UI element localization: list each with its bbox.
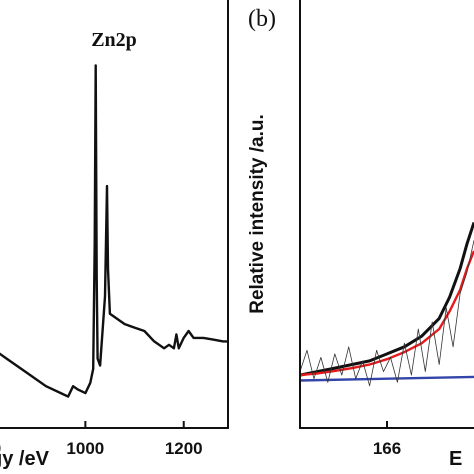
panel-b-series-line-3 (299, 240, 474, 387)
panel-a-x-tick-label: 1000 (66, 439, 104, 458)
panel-b-y-axis-label: Relative intensity /a.u. (247, 114, 268, 314)
panel-b-ticks: 166 (373, 421, 401, 458)
panel-a-ticks: 800 1000 1200 (0, 421, 203, 458)
panel-a-plot-area (0, 64, 228, 398)
panel-b-label: (b) (248, 6, 276, 32)
panel-b-series-line-0 (299, 222, 474, 377)
panel-a-series-line-0 (0, 64, 228, 398)
panel-a-axes (0, 0, 229, 429)
panel-b-plot-area (299, 222, 474, 387)
panel-b-series-line-1 (299, 250, 474, 377)
panel-b-axes (299, 0, 474, 429)
panel-a: 800 1000 1200 Zn2p gy /eV (0, 0, 229, 470)
panel-a-x-tick-label: 800 (0, 439, 1, 458)
panel-a-x-tick-label: 1200 (165, 439, 203, 458)
panel-b-x-tick-label: 166 (373, 439, 401, 458)
panel-b-x-axis-label: E (449, 448, 462, 470)
panel-b-series-line-2 (299, 375, 474, 382)
panel-b: (b) 166 Relative intensity /a.u. E (247, 0, 474, 470)
panel-a-x-axis-label: gy /eV (0, 448, 50, 470)
panel-a-annotation-zn2p: Zn2p (91, 29, 137, 51)
